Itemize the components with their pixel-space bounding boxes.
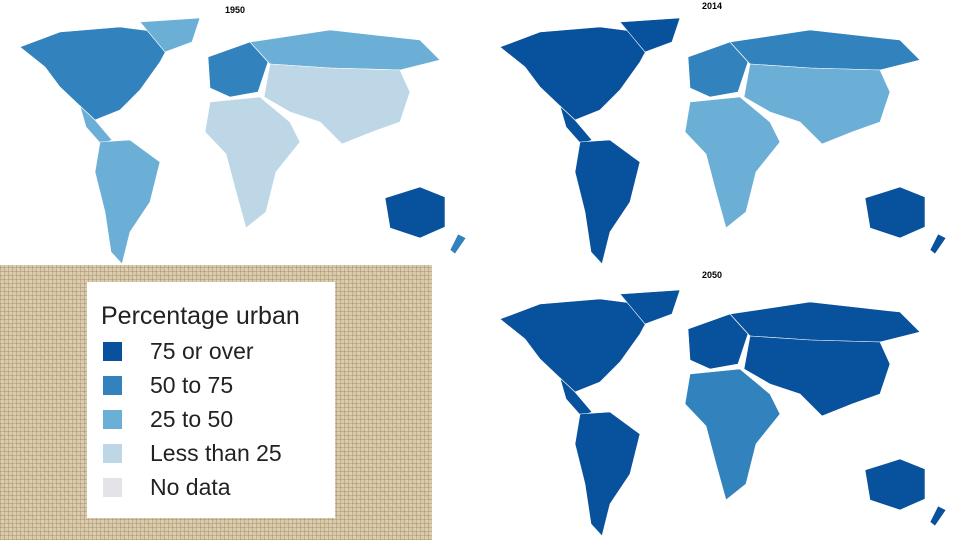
country-region — [684, 96, 781, 229]
country-region — [864, 186, 926, 239]
world-map — [499, 17, 947, 265]
country-region — [204, 96, 301, 229]
legend-label: 50 to 75 — [150, 371, 234, 398]
legend-label: No data — [150, 473, 231, 500]
country-region — [139, 17, 201, 53]
legend: Percentage urban 75 or over 50 to 75 25 to… — [87, 282, 335, 518]
legend-label: 25 to 50 — [150, 405, 234, 432]
legend-title: Percentage urban — [101, 302, 300, 330]
map-title: 2050 — [702, 270, 722, 280]
legend-item: No data — [103, 474, 231, 500]
country-region — [499, 298, 656, 393]
legend-swatch — [103, 409, 122, 429]
country-region — [729, 301, 921, 343]
map-title: 2014 — [702, 1, 722, 11]
legend-item: 25 to 50 — [103, 406, 233, 432]
legend-item: Less than 25 — [103, 440, 282, 466]
country-region — [929, 505, 947, 527]
country-region — [19, 26, 176, 121]
country-region — [619, 17, 681, 53]
legend-item: 50 to 75 — [103, 372, 233, 398]
country-region — [864, 458, 926, 511]
country-region — [574, 411, 641, 537]
country-region — [449, 233, 467, 255]
country-region — [499, 26, 656, 121]
country-region — [384, 186, 446, 239]
legend-item: 75 or over — [103, 338, 254, 364]
country-region — [743, 63, 891, 145]
country-region — [729, 29, 921, 71]
legend-swatch — [103, 341, 122, 361]
country-region — [684, 368, 781, 501]
legend-swatch — [103, 477, 122, 497]
legend-swatch — [103, 443, 122, 463]
country-region — [94, 139, 161, 265]
map-title: 1950 — [225, 5, 245, 15]
country-region — [574, 139, 641, 265]
legend-swatch — [103, 375, 122, 395]
world-map — [19, 17, 467, 265]
country-region — [249, 29, 441, 71]
legend-label: Less than 25 — [150, 439, 282, 466]
world-map — [499, 289, 947, 537]
legend-label: 75 or over — [150, 337, 254, 364]
country-region — [263, 63, 411, 145]
country-region — [743, 335, 891, 417]
country-region — [619, 289, 681, 325]
country-region — [929, 233, 947, 255]
